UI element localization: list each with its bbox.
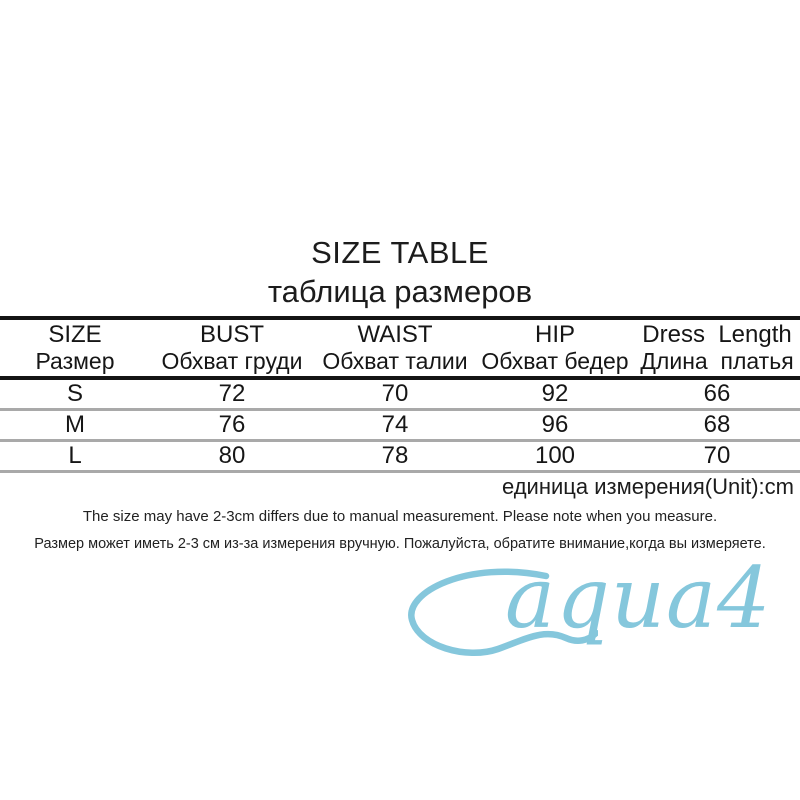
column-header-hip-en: HIP — [534, 321, 575, 348]
page-subtitle: таблица размеров — [267, 274, 533, 309]
cell-bust: 80 — [218, 442, 246, 469]
column-header-waist: WAIST Обхват талии — [314, 318, 476, 378]
unit-note: единица измерения(Unit):cm — [501, 474, 794, 499]
cell-waist: 78 — [381, 442, 409, 469]
size-table: SIZE Размер BUST Обхват груди WAIST Обхв… — [0, 316, 800, 473]
cell-bust: 72 — [218, 380, 246, 407]
column-header-size-en: SIZE — [48, 321, 102, 348]
cell-dress-length: 66 — [703, 380, 731, 407]
table-header-row: SIZE Размер BUST Обхват груди WAIST Обхв… — [0, 318, 800, 378]
column-header-hip: HIP Обхват бедер — [476, 318, 634, 378]
cell-bust: 76 — [218, 411, 246, 438]
cell-dress-length: 70 — [703, 442, 731, 469]
column-header-bust-en: BUST — [199, 321, 264, 348]
table-row-s: S 72 70 92 66 — [0, 378, 800, 410]
cell-size: L — [68, 442, 82, 469]
column-header-hip-ru: Обхват бедер — [481, 348, 629, 374]
table-row-m: M 76 74 96 68 — [0, 410, 800, 441]
column-header-waist-ru: Обхват талии — [322, 348, 468, 374]
column-header-dress-length-en: Dress Length — [642, 321, 792, 348]
column-header-bust-ru: Обхват груди — [161, 348, 303, 374]
cell-hip: 92 — [541, 380, 569, 407]
cell-waist: 74 — [381, 411, 409, 438]
column-header-waist-en: WAIST — [357, 321, 433, 348]
cell-waist: 70 — [381, 380, 409, 407]
cell-dress-length: 68 — [703, 411, 731, 438]
watermark-text: aqua4 — [505, 549, 772, 647]
measurement-note-ru: Размер может иметь 2-3 см из-за измерени… — [34, 536, 766, 552]
column-header-dress-length-ru: Длина платья — [640, 348, 794, 374]
table-row-l: L 80 78 100 70 — [0, 441, 800, 472]
page-title: SIZE TABLE — [311, 235, 489, 270]
watermark: aqua4 — [0, 552, 800, 662]
column-header-size-ru: Размер — [35, 348, 115, 374]
watermark-swash-icon — [408, 568, 598, 656]
cell-size: S — [66, 380, 83, 407]
measurement-note-en: The size may have 2-3cm differs due to m… — [82, 508, 718, 525]
column-header-dress-length: Dress Length Длина платья — [634, 318, 800, 378]
cell-hip: 96 — [541, 411, 569, 438]
column-header-size: SIZE Размер — [0, 318, 150, 378]
cell-size: M — [65, 411, 85, 438]
column-header-bust: BUST Обхват груди — [150, 318, 314, 378]
cell-hip: 100 — [534, 442, 576, 469]
